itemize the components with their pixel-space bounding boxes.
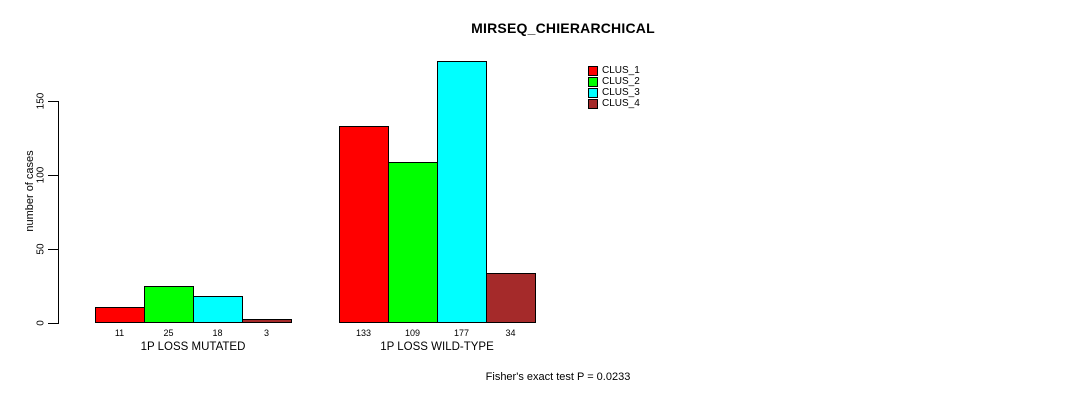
y-axis-line [58, 101, 59, 324]
bar-value-label: 133 [355, 328, 372, 338]
legend-row: CLUS_1 [588, 65, 640, 76]
legend-swatch [588, 76, 598, 87]
legend-row: CLUS_4 [588, 98, 640, 109]
bar [193, 296, 243, 323]
legend-swatch [588, 98, 598, 109]
bar [388, 162, 438, 323]
legend-swatch [588, 87, 598, 98]
legend-label: CLUS_4 [602, 98, 640, 109]
bar [95, 307, 145, 323]
annotation-text: Fisher's exact test P = 0.0233 [485, 371, 631, 383]
y-tick-label: 50 [35, 243, 47, 255]
y-tick [48, 323, 58, 324]
y-tick-label: 0 [35, 320, 47, 326]
bar [486, 273, 536, 323]
bar-value-label: 25 [163, 328, 174, 338]
bar-value-label: 177 [453, 328, 470, 338]
bar [437, 61, 487, 323]
group-label: 1P LOSS MUTATED [140, 341, 246, 353]
bar [339, 126, 389, 323]
bar-value-label: 34 [505, 328, 516, 338]
legend: CLUS_1 CLUS_2 CLUS_3 CLUS_4 [588, 65, 640, 109]
bar-value-label: 11 [114, 328, 125, 338]
legend-row: CLUS_2 [588, 76, 640, 87]
legend-row: CLUS_3 [588, 87, 640, 98]
y-tick-label: 100 [35, 166, 47, 184]
bar [242, 319, 292, 323]
bar [144, 286, 194, 323]
chart-title: MIRSEQ_CHIERARCHICAL [471, 20, 655, 36]
legend-label: CLUS_1 [602, 65, 640, 76]
legend-label: CLUS_3 [602, 87, 640, 98]
y-tick-label: 150 [35, 92, 47, 110]
bar-value-label: 3 [263, 328, 269, 338]
bar-value-label: 18 [212, 328, 223, 338]
y-tick [48, 101, 58, 102]
bar-value-label: 109 [404, 328, 421, 338]
legend-swatch [588, 65, 598, 76]
group-label: 1P LOSS WILD-TYPE [380, 341, 494, 353]
y-tick [48, 249, 58, 250]
y-axis-label: number of cases [24, 150, 36, 232]
y-tick [48, 175, 58, 176]
legend-label: CLUS_2 [602, 76, 640, 87]
